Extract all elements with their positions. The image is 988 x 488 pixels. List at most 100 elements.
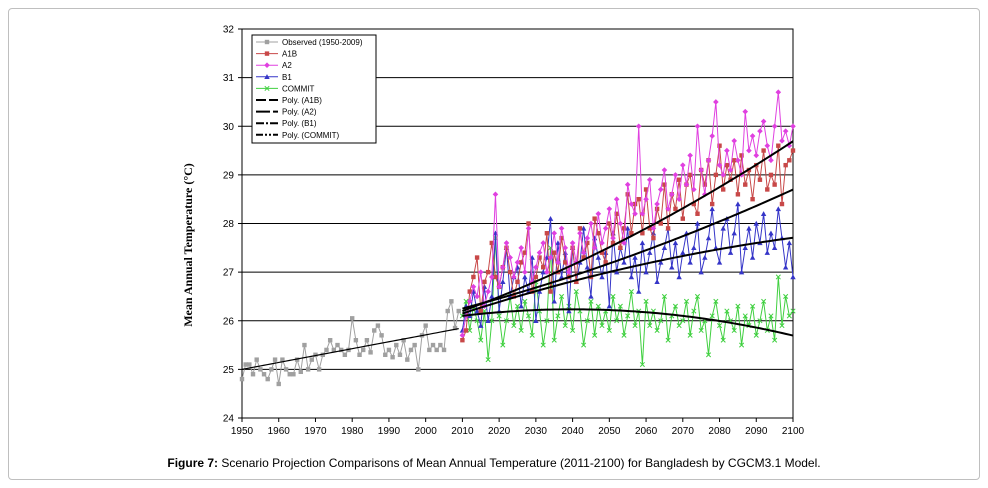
series-observed-1950-2009 (239, 299, 461, 387)
data-point-commit (757, 318, 763, 324)
data-point-b1 (558, 274, 565, 280)
legend-label: Poly. (B1) (282, 119, 317, 128)
data-point-observed-1950-2009 (390, 355, 395, 360)
data-point-a2 (551, 230, 558, 237)
data-point-observed-1950-2009 (287, 372, 292, 377)
data-point-a2 (746, 147, 752, 154)
data-point-a2 (680, 162, 686, 168)
legend-item: A1B (256, 50, 297, 59)
data-point-commit (698, 327, 704, 334)
data-point-commit (584, 318, 590, 324)
y-tick-label: 27 (223, 268, 235, 279)
data-point-commit (683, 298, 690, 304)
data-point-b1 (584, 264, 590, 270)
data-point-a2 (727, 167, 734, 173)
data-point-observed-1950-2009 (250, 372, 256, 377)
legend-label: Observed (1950-2009) (282, 38, 363, 47)
y-tick-label: 29 (223, 170, 235, 181)
data-point-b1 (698, 269, 704, 275)
data-point-a1b (537, 255, 542, 260)
data-point-a1b (607, 221, 612, 226)
legend-item: B1 (256, 73, 292, 82)
data-point-a1b (511, 294, 517, 299)
data-point-a1b (574, 279, 579, 285)
data-point-b1 (522, 274, 528, 280)
data-point-commit (463, 298, 469, 304)
data-point-a2 (474, 293, 480, 300)
data-point-a1b (768, 172, 774, 178)
data-point-a2 (547, 254, 554, 261)
data-point-b1 (621, 259, 627, 265)
data-point-a2 (477, 269, 484, 275)
data-point-observed-1950-2009 (247, 362, 252, 367)
legend-marker (264, 74, 270, 79)
data-point-commit (654, 327, 660, 334)
data-point-b1 (790, 274, 796, 280)
data-point-a1b (515, 279, 520, 285)
data-point-b1 (540, 269, 546, 275)
data-point-observed-1950-2009 (291, 372, 296, 377)
data-point-observed-1950-2009 (375, 323, 381, 328)
data-point-a1b (772, 182, 777, 187)
data-point-commit (672, 303, 679, 309)
data-point-a1b (544, 231, 550, 236)
data-point-commit (592, 332, 598, 338)
data-point-b1 (459, 327, 466, 333)
data-point-b1 (580, 225, 587, 231)
data-point-observed-1950-2009 (394, 342, 399, 348)
data-point-a1b (761, 148, 766, 153)
data-point-a2 (496, 283, 502, 290)
data-point-a1b (603, 260, 608, 265)
data-point-a2 (753, 152, 760, 159)
data-point-observed-1950-2009 (243, 362, 248, 367)
data-point-a2 (518, 245, 524, 251)
data-point-b1 (705, 235, 712, 241)
data-point-commit (628, 289, 634, 295)
data-point-a2 (694, 123, 701, 130)
data-point-a1b (596, 231, 601, 236)
data-point-a1b (643, 187, 649, 192)
data-point-a1b (713, 172, 719, 178)
data-point-a1b (592, 216, 597, 221)
data-point-a1b (673, 206, 678, 212)
data-point-commit (750, 303, 756, 309)
data-point-a1b (467, 289, 472, 294)
data-point-a1b (504, 245, 509, 251)
data-point-a2 (533, 264, 539, 271)
data-point-a2 (779, 138, 785, 144)
data-point-observed-1950-2009 (361, 347, 366, 353)
data-point-observed-1950-2009 (313, 352, 318, 357)
data-point-observed-1950-2009 (408, 347, 414, 353)
data-point-observed-1950-2009 (456, 308, 461, 314)
data-point-observed-1950-2009 (298, 369, 303, 375)
data-point-a2 (544, 269, 550, 275)
data-point-commit (687, 332, 693, 338)
data-point-b1 (753, 220, 759, 226)
legend-label: Poly. (A1B) (282, 96, 322, 105)
data-point-b1 (547, 215, 554, 221)
data-point-b1 (485, 318, 491, 323)
data-point-b1 (716, 259, 723, 265)
data-point-b1 (602, 249, 609, 255)
data-point-a2 (687, 152, 693, 159)
data-point-a1b (651, 235, 656, 241)
data-point-a1b (485, 269, 491, 275)
data-point-b1 (771, 245, 778, 251)
data-point-a2 (724, 147, 730, 154)
axes: 24 25 26 27 28 29 30 31 32 1950 1960 1970 1980 1990 20… (223, 25, 805, 438)
x-tick-label: 2050 (598, 426, 621, 437)
data-point-commit (691, 308, 697, 314)
data-point-observed-1950-2009 (364, 338, 370, 343)
data-point-a1b (471, 274, 476, 280)
data-point-a1b (552, 250, 557, 255)
y-tick-label: 32 (223, 25, 235, 36)
data-point-commit (786, 313, 792, 319)
data-point-b1 (746, 225, 752, 231)
data-point-b1 (489, 293, 495, 299)
data-point-b1 (731, 230, 737, 236)
x-tick-label: 2090 (745, 426, 768, 437)
data-point-a1b (599, 250, 605, 255)
data-point-a2 (720, 172, 727, 178)
x-tick-label: 2070 (672, 426, 695, 437)
data-point-a1b (548, 289, 553, 294)
